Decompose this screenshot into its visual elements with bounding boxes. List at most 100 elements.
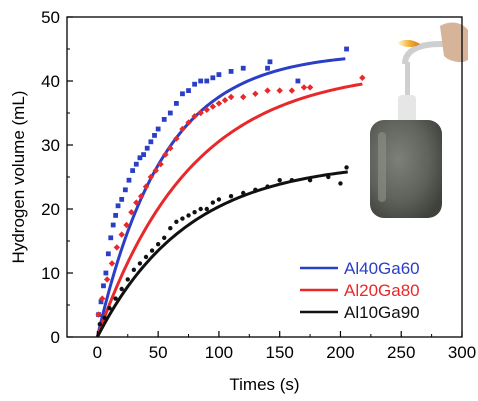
- data-point: [95, 311, 102, 318]
- data-point: [137, 193, 145, 200]
- data-point: [119, 197, 125, 202]
- data-point: [133, 199, 140, 206]
- data-points: [95, 46, 366, 327]
- data-point: [125, 277, 130, 282]
- y-axis-label: Hydrogen volume (mL): [9, 91, 28, 264]
- data-point: [97, 322, 103, 327]
- legend-label: Al20Ga80: [344, 281, 420, 300]
- data-point: [307, 178, 313, 183]
- data-point: [157, 161, 164, 168]
- data-point: [209, 103, 217, 110]
- data-point: [152, 133, 157, 138]
- x-tick-label: 150: [266, 343, 294, 362]
- data-point: [173, 135, 180, 142]
- data-point: [152, 167, 159, 174]
- data-point: [288, 87, 296, 94]
- data-point: [185, 119, 192, 126]
- data-point: [240, 65, 246, 71]
- data-point: [141, 152, 146, 157]
- fit-curves: [95, 57, 363, 338]
- data-point: [179, 125, 186, 133]
- data-point: [102, 315, 107, 320]
- y-tick-label: 30: [41, 136, 60, 155]
- data-point: [267, 59, 273, 65]
- data-point: [203, 106, 210, 113]
- data-point: [144, 145, 150, 151]
- bottle-cap: [398, 95, 416, 125]
- data-point: [107, 306, 112, 311]
- data-point: [137, 261, 143, 266]
- data-point: [344, 46, 349, 52]
- data-point: [119, 286, 124, 292]
- legend-label: Al40Ga60: [344, 259, 420, 278]
- x-tick-label: 100: [205, 343, 233, 362]
- data-point: [126, 177, 132, 183]
- data-point: [110, 222, 116, 228]
- data-point: [215, 100, 223, 107]
- data-point: [227, 93, 235, 101]
- data-point: [155, 242, 161, 247]
- data-point: [155, 126, 161, 132]
- y-tick-label: 10: [41, 264, 60, 283]
- data-point: [168, 226, 173, 231]
- data-point: [197, 109, 204, 117]
- data-point: [191, 113, 198, 120]
- data-point: [133, 161, 139, 167]
- x-tick-label: 300: [448, 343, 476, 362]
- data-point: [115, 203, 121, 209]
- legend: Al40Ga60 Al20Ga80 Al10Ga90: [300, 259, 420, 322]
- legend-label: Al10Ga90: [344, 303, 420, 322]
- data-point: [123, 221, 130, 229]
- data-point: [142, 183, 150, 190]
- data-point: [276, 87, 283, 94]
- x-tick-label: 0: [93, 343, 102, 362]
- data-point: [204, 206, 209, 212]
- bottle-neck-tube: [405, 62, 410, 102]
- data-point: [118, 231, 125, 238]
- x-tick-label: 250: [387, 343, 415, 362]
- data-point: [113, 213, 119, 218]
- fit-line-Al40Ga60: [95, 57, 346, 338]
- data-point: [99, 295, 106, 302]
- data-point: [113, 244, 121, 251]
- data-point: [277, 178, 282, 183]
- bottle-highlight: [378, 132, 386, 202]
- fit-line-Al10Ga90: [96, 170, 348, 338]
- data-point: [198, 78, 204, 84]
- data-point: [264, 87, 271, 94]
- data-point: [210, 75, 216, 81]
- data-point: [122, 187, 128, 193]
- y-tick-label: 20: [41, 200, 60, 219]
- data-point: [162, 235, 167, 240]
- data-point: [137, 155, 143, 161]
- data-point: [344, 165, 349, 170]
- data-point: [300, 84, 308, 91]
- data-point: [221, 97, 229, 104]
- data-point: [162, 151, 169, 158]
- hand-icon: [440, 22, 468, 63]
- data-point: [143, 254, 149, 260]
- data-point: [265, 65, 270, 71]
- data-point: [192, 210, 197, 215]
- fit-line-Al20Ga80: [95, 82, 363, 338]
- gas-tube: [402, 41, 458, 65]
- data-point: [295, 78, 301, 84]
- data-point: [131, 267, 137, 272]
- data-point: [147, 173, 155, 181]
- data-point: [359, 74, 366, 81]
- data-point: [204, 78, 210, 84]
- data-point: [192, 81, 198, 87]
- data-point: [252, 90, 259, 97]
- data-point: [180, 216, 185, 221]
- data-point: [289, 178, 295, 183]
- data-point: [265, 184, 270, 189]
- data-point: [149, 248, 155, 253]
- data-point: [180, 91, 185, 97]
- data-point: [103, 276, 111, 283]
- x-axis-label: Times (s): [229, 375, 299, 394]
- data-point: [173, 101, 179, 106]
- data-point: [108, 235, 114, 241]
- x-tick-label: 50: [149, 343, 168, 362]
- y-tick-label: 0: [51, 328, 60, 347]
- data-point: [210, 200, 216, 205]
